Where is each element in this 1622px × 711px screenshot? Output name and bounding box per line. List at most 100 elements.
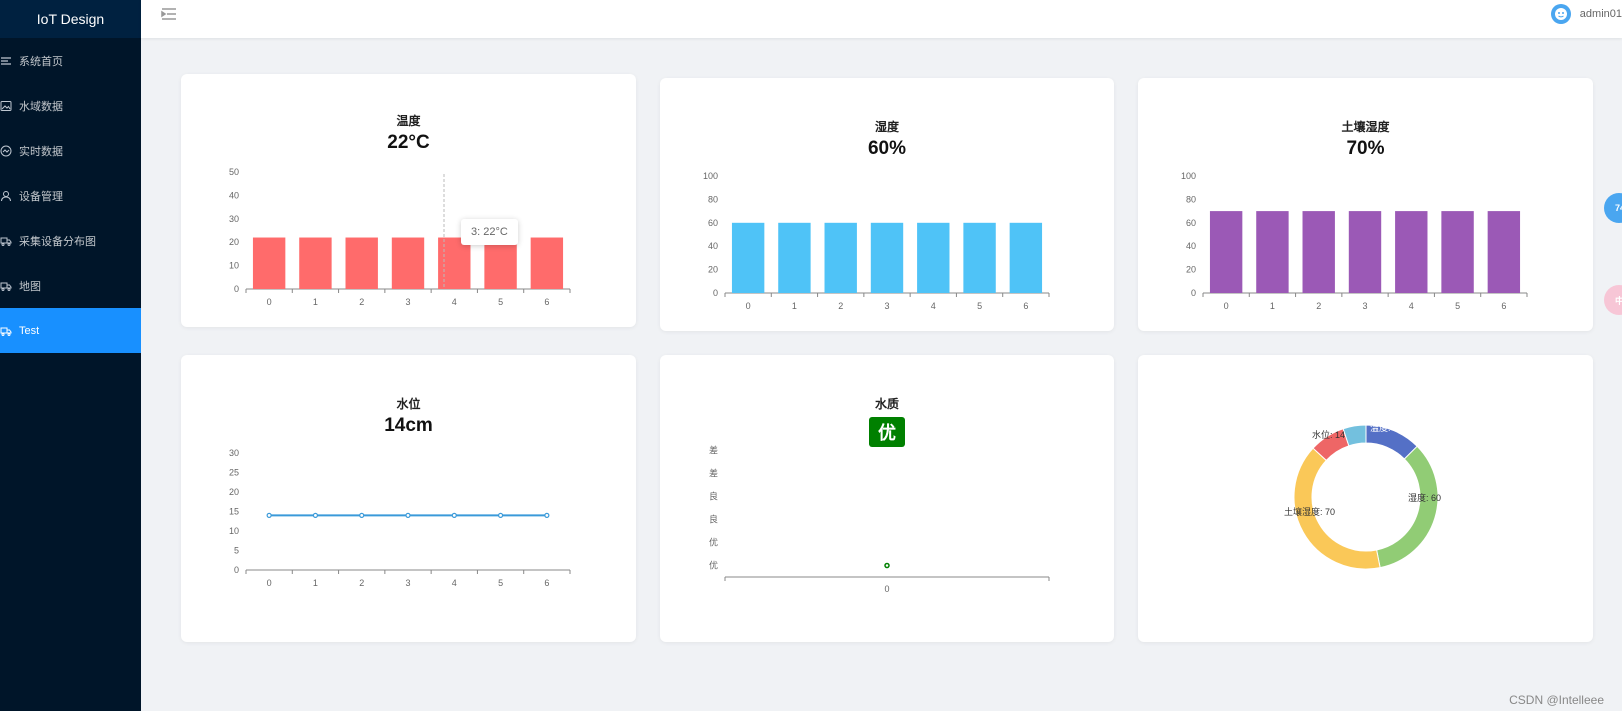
bar	[1487, 211, 1521, 293]
y-tick-label: 良	[709, 491, 718, 502]
bar	[1302, 211, 1335, 293]
sidebar-item-label: 采集设备分布图	[19, 235, 96, 248]
temperature-bar-chart[interactable]: 0 10 20 30 40 50 0 1 2 3 4 5 6	[181, 74, 636, 327]
x-tick-label: 6	[544, 297, 549, 307]
x-tick-label: 4	[931, 301, 936, 311]
sidebar-item-water-data[interactable]: 水域数据	[0, 83, 141, 128]
soil-bar-chart[interactable]: 0 20 40 60 80 100 0 1 2 3 4 5 6	[1138, 78, 1593, 331]
tooltip-text: 3: 22°C	[471, 226, 508, 238]
card-water-level: 水位 14cm 0 5 10 15 20 25 30 0 1 2 3 4 5 6	[181, 355, 636, 642]
slice-label: 湿度: 60	[1408, 492, 1441, 503]
scatter-point	[884, 562, 890, 569]
x-tick-label: 3	[884, 301, 889, 311]
x-tick-label: 3	[1362, 301, 1367, 311]
truck-icon	[0, 235, 12, 247]
card-value: 70%	[1346, 138, 1385, 159]
slice-label: 土壤湿度: 70	[1284, 506, 1335, 517]
x-tick-label: 6	[544, 578, 549, 588]
x-tick-label: 1	[1270, 301, 1275, 311]
y-tick-label: 80	[708, 194, 718, 204]
line-point	[451, 512, 457, 518]
sidebar-item-device-map[interactable]: 采集设备分布图	[0, 218, 141, 263]
sidebar-item-label: 实时数据	[19, 145, 63, 158]
bar	[1209, 211, 1243, 293]
y-tick-label: 20	[708, 265, 718, 275]
bar	[1441, 211, 1474, 293]
card-title: 土壤湿度	[1341, 120, 1390, 134]
x-tick-label: 1	[313, 578, 318, 588]
x-tick-label: 0	[884, 584, 889, 594]
sidebar-item-map[interactable]: 地图	[0, 263, 141, 308]
y-tick-label: 优	[709, 537, 718, 548]
avatar[interactable]	[1550, 4, 1571, 24]
y-tick-label: 100	[703, 171, 718, 181]
slice-label: 温度: 22	[1370, 422, 1403, 433]
x-tick-label: 6	[1501, 301, 1506, 311]
user-icon	[0, 190, 12, 202]
donut-slice	[1376, 445, 1439, 569]
username[interactable]: admin01	[1579, 8, 1622, 20]
y-tick-label: 80	[1186, 194, 1196, 204]
x-tick-label: 3	[405, 578, 410, 588]
x-tick-label: 2	[1316, 301, 1321, 311]
card-temperature: 温度 22°C 0 10 20 30 40 50 0 1 2 3 4 5 6 3: 22°C	[181, 74, 636, 327]
x-tick-label: 5	[498, 578, 503, 588]
x-tick-label: 4	[452, 578, 457, 588]
water-level-line-chart[interactable]: 0 5 10 15 20 25 30 0 1 2 3 4 5 6	[181, 355, 636, 642]
x-tick-label: 4	[1409, 301, 1414, 311]
y-tick-label: 40	[708, 241, 718, 251]
float-button-label: 中	[1615, 295, 1622, 306]
x-tick-label: 0	[746, 301, 751, 311]
user-menu[interactable]: admin01	[1550, 4, 1622, 24]
bar	[299, 237, 332, 289]
x-tick-label: 5	[498, 297, 503, 307]
sidebar: IoT Design 系统首页 水域数据 实时数据 设备管理	[0, 0, 141, 711]
x-tick-label: 6	[1023, 301, 1028, 311]
sidebar-item-label: 设备管理	[19, 190, 63, 203]
y-tick-label: 0	[234, 284, 239, 294]
y-tick-label: 5	[234, 546, 239, 556]
float-button-bottom[interactable]: 中	[1604, 285, 1622, 315]
sidebar-item-label: Test	[19, 324, 40, 337]
menu-fold-icon[interactable]	[161, 6, 177, 22]
bar	[1348, 211, 1382, 293]
y-tick-label: 100	[1181, 171, 1196, 181]
x-tick-label: 5	[1455, 301, 1460, 311]
humidity-bar-chart[interactable]: 0 20 40 60 80 100 0 1 2 3 4 5 6	[660, 78, 1114, 331]
sidebar-item-devices[interactable]: 设备管理	[0, 173, 141, 218]
bar	[438, 237, 471, 289]
sidebar-item-test[interactable]: Test	[0, 308, 141, 353]
list-icon	[0, 55, 12, 67]
y-tick-label: 25	[229, 468, 239, 478]
truck-icon	[0, 325, 12, 337]
float-button-top[interactable]: 74	[1604, 193, 1622, 223]
card-value: 14cm	[384, 415, 433, 436]
bar	[391, 237, 425, 289]
y-tick-label: 30	[229, 448, 239, 458]
x-tick-label: 3	[405, 297, 410, 307]
line-point	[359, 512, 365, 518]
donut-slice	[1342, 424, 1367, 447]
bar	[963, 222, 996, 293]
y-tick-label: 40	[1186, 241, 1196, 251]
card-title: 湿度	[874, 120, 899, 134]
y-tick-label: 0	[713, 288, 718, 298]
quality-badge: 优	[869, 417, 905, 447]
bar	[530, 237, 564, 289]
x-tick-label: 5	[977, 301, 982, 311]
card-humidity: 湿度 60% 0 20 40 60 80 100 0 1 2 3 4 5 6	[660, 78, 1114, 331]
sidebar-item-home[interactable]: 系统首页	[0, 38, 141, 83]
bar	[917, 222, 950, 293]
line-point	[497, 512, 504, 518]
card-title: 温度	[396, 114, 421, 128]
y-tick-label: 20	[229, 237, 239, 247]
sidebar-item-realtime[interactable]: 实时数据	[0, 128, 141, 173]
card-value: 60%	[867, 138, 907, 159]
y-tick-label: 40	[229, 190, 239, 200]
y-tick-label: 60	[1186, 218, 1196, 228]
summary-donut-chart[interactable]: 温度: 22 湿度: 60 土壤湿度: 70 水位: 14	[1138, 355, 1593, 642]
y-tick-label: 20	[229, 487, 239, 497]
x-tick-label: 0	[267, 297, 272, 307]
